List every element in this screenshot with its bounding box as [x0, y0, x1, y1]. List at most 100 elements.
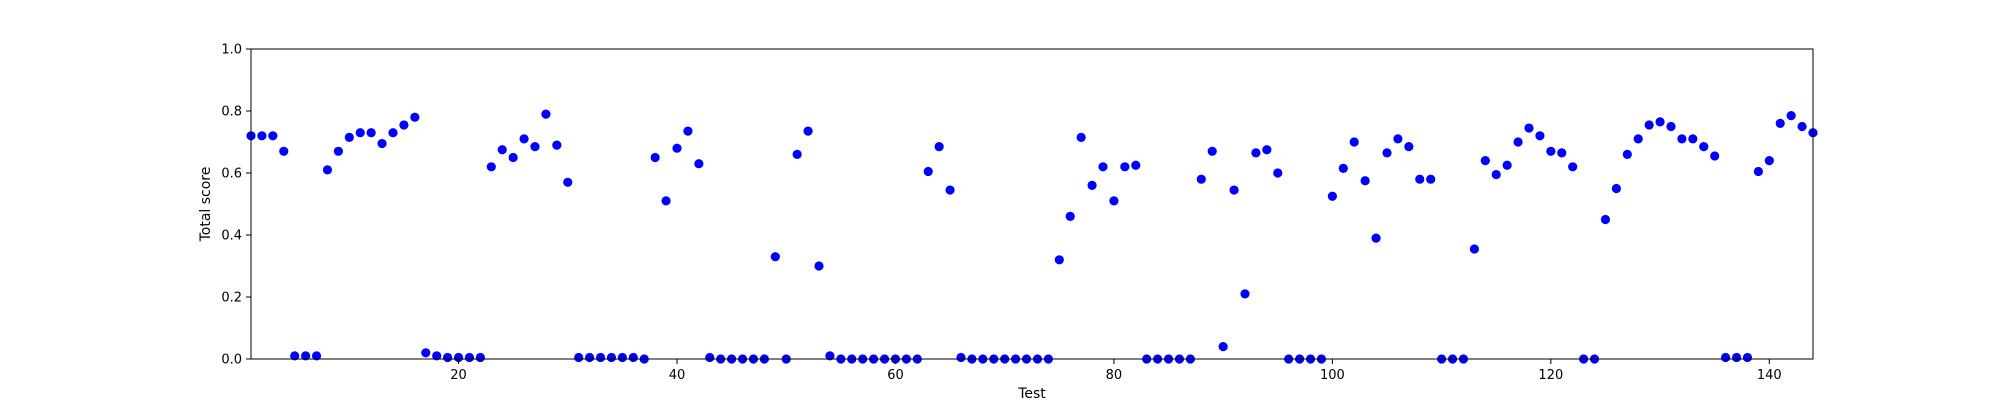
data-point [650, 152, 660, 163]
data-point [1240, 289, 1250, 299]
data-point [1611, 183, 1621, 194]
axis-ticks: 20 40 60 80 100 120 140 0.0 0.2 0.4 0.6 0.8 1.0 [221, 43, 1781, 384]
data-point [1731, 352, 1742, 363]
data-point [290, 351, 300, 361]
data-point [366, 128, 376, 138]
data-point [1262, 145, 1272, 155]
x-tick-label: 140 [1757, 368, 1782, 383]
data-point [541, 109, 551, 119]
data-point [344, 132, 354, 142]
data-point [1710, 151, 1720, 161]
data-point [1535, 131, 1545, 141]
data-point [574, 352, 584, 363]
data-point [355, 128, 365, 138]
data-point [1076, 132, 1086, 142]
x-tick-label: 80 [1106, 368, 1123, 383]
data-point [563, 177, 573, 187]
data-point [1797, 121, 1807, 132]
plot-frame [250, 48, 1814, 360]
y-tick-label: 1.0 [221, 43, 242, 58]
data-point [1109, 196, 1119, 206]
data-point [486, 162, 496, 172]
data-points [246, 109, 1818, 364]
x-axis-label: Test [1017, 386, 1046, 400]
data-point [803, 126, 813, 136]
data-point [1393, 134, 1403, 144]
data-point [453, 352, 464, 363]
data-point [1382, 148, 1392, 158]
data-point [432, 351, 442, 361]
data-point [1131, 160, 1141, 170]
x-tick-label: 120 [1538, 368, 1563, 383]
data-point [1775, 118, 1785, 128]
data-point [268, 131, 278, 141]
data-point [1207, 146, 1217, 156]
data-point [1524, 123, 1534, 133]
data-point [1098, 162, 1108, 172]
data-point [934, 142, 944, 152]
data-point [661, 196, 671, 206]
data-point [956, 352, 966, 363]
data-point [1666, 121, 1676, 132]
data-point [464, 352, 475, 363]
data-point [1753, 166, 1763, 177]
data-point [1764, 156, 1774, 166]
data-point [279, 146, 289, 156]
data-point [694, 159, 704, 169]
data-point [1480, 156, 1490, 166]
data-point [1491, 169, 1501, 180]
data-point [617, 352, 627, 363]
data-point [1196, 174, 1206, 184]
data-point [399, 120, 409, 130]
data-point [311, 351, 322, 361]
data-point [825, 351, 835, 361]
x-tick-label: 20 [450, 368, 467, 383]
y-tick-label: 0.6 [221, 167, 242, 182]
data-point [1338, 163, 1348, 173]
data-point [1065, 211, 1075, 221]
data-point [1502, 160, 1512, 170]
data-point [1349, 137, 1359, 147]
data-point [443, 352, 453, 363]
data-point [1622, 149, 1632, 159]
data-point [1229, 185, 1239, 195]
data-point [1721, 352, 1731, 363]
data-point [552, 140, 562, 150]
x-tick-label: 40 [669, 368, 686, 383]
data-point [377, 138, 387, 149]
data-point [333, 146, 343, 156]
data-point [945, 185, 955, 195]
data-point [1251, 148, 1261, 158]
data-point [1677, 134, 1687, 144]
data-point [705, 352, 715, 363]
data-point [1360, 176, 1370, 186]
data-point [1120, 162, 1130, 172]
data-point [1415, 174, 1425, 184]
data-point [1742, 352, 1753, 363]
data-point [1371, 233, 1381, 243]
data-point [770, 252, 780, 262]
data-point [1087, 180, 1097, 190]
data-point [1557, 148, 1567, 158]
data-point [322, 165, 333, 175]
data-point [1644, 120, 1654, 130]
data-point [814, 261, 824, 271]
data-point [388, 128, 398, 138]
data-point [1273, 168, 1283, 178]
data-point [595, 352, 606, 363]
x-tick-label: 60 [887, 368, 904, 383]
data-point [672, 143, 682, 153]
data-point [475, 352, 485, 363]
data-point [508, 152, 518, 163]
data-point [497, 145, 507, 155]
data-point [1786, 111, 1796, 121]
data-point [257, 131, 267, 141]
data-point [1633, 134, 1643, 144]
data-point [923, 166, 933, 177]
y-tick-label: 0.0 [221, 353, 242, 368]
x-tick-label: 100 [1320, 368, 1345, 383]
data-point [410, 112, 420, 122]
data-point [530, 142, 540, 152]
data-point [1600, 214, 1611, 225]
